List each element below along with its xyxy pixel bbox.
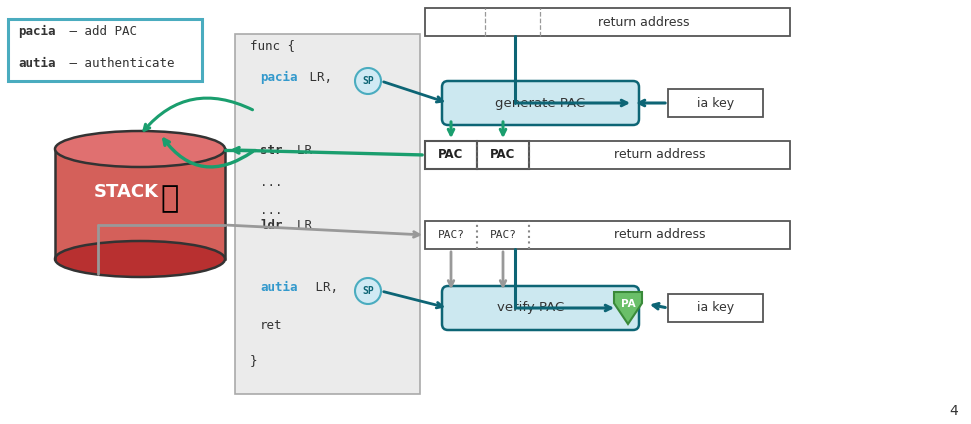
Text: }: } xyxy=(250,354,257,367)
FancyBboxPatch shape xyxy=(477,141,529,169)
Text: verify PAC: verify PAC xyxy=(497,301,564,315)
Text: PAC?: PAC? xyxy=(489,230,517,240)
Text: ldr: ldr xyxy=(260,219,283,232)
Ellipse shape xyxy=(55,241,225,277)
FancyBboxPatch shape xyxy=(442,81,639,125)
Text: return address: return address xyxy=(598,16,689,28)
Text: PA: PA xyxy=(620,299,635,309)
Text: autia: autia xyxy=(18,57,55,70)
Text: 💀: 💀 xyxy=(161,184,179,214)
Text: ia key: ia key xyxy=(697,301,734,315)
Text: pacia: pacia xyxy=(260,71,297,84)
Text: STACK: STACK xyxy=(93,183,158,201)
Ellipse shape xyxy=(55,131,225,167)
Text: PAC: PAC xyxy=(438,148,464,162)
Text: – authenticate: – authenticate xyxy=(62,57,175,70)
FancyBboxPatch shape xyxy=(425,8,790,36)
Polygon shape xyxy=(614,292,642,324)
FancyBboxPatch shape xyxy=(425,141,477,169)
Text: LR: LR xyxy=(282,144,312,157)
Text: str: str xyxy=(260,144,283,157)
Text: ...: ... xyxy=(260,204,283,217)
FancyBboxPatch shape xyxy=(425,141,790,169)
Circle shape xyxy=(355,68,381,94)
Text: return address: return address xyxy=(614,229,705,242)
Text: return address: return address xyxy=(614,148,705,162)
FancyBboxPatch shape xyxy=(668,294,763,322)
Text: – add PAC: – add PAC xyxy=(62,25,137,38)
Text: SP: SP xyxy=(362,76,374,86)
Text: func {: func { xyxy=(250,39,295,52)
Text: generate PAC: generate PAC xyxy=(495,97,586,109)
Text: LR: LR xyxy=(282,219,312,232)
Text: ia key: ia key xyxy=(697,97,734,109)
Text: autia: autia xyxy=(260,281,297,294)
Text: LR,: LR, xyxy=(302,71,332,84)
Text: 4: 4 xyxy=(950,404,958,418)
FancyBboxPatch shape xyxy=(668,89,763,117)
FancyBboxPatch shape xyxy=(235,34,420,394)
Text: ...: ... xyxy=(260,176,283,189)
FancyBboxPatch shape xyxy=(442,286,639,330)
Text: SP: SP xyxy=(362,286,374,296)
Text: pacia: pacia xyxy=(18,25,55,38)
FancyBboxPatch shape xyxy=(8,19,202,81)
FancyBboxPatch shape xyxy=(425,221,790,249)
Text: LR,: LR, xyxy=(308,281,338,294)
Polygon shape xyxy=(55,149,225,259)
Text: PAC?: PAC? xyxy=(438,230,464,240)
Text: ret: ret xyxy=(260,319,283,332)
Text: PAC: PAC xyxy=(490,148,516,162)
Circle shape xyxy=(355,278,381,304)
